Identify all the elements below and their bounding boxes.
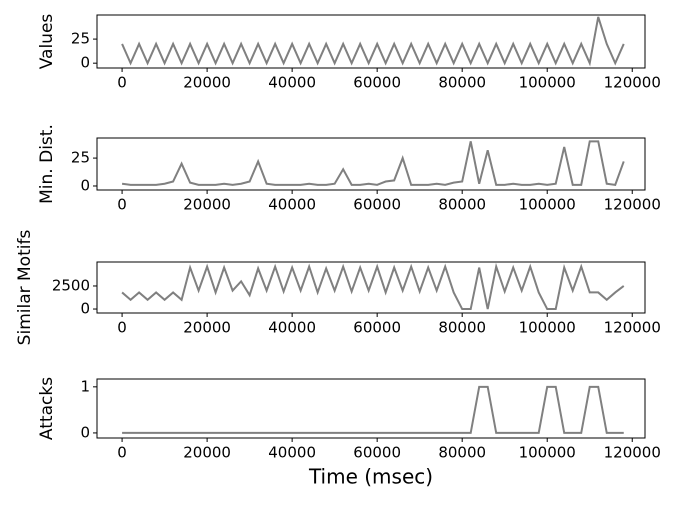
x-tick-label: 0 xyxy=(117,319,127,337)
x-tick-label: 100000 xyxy=(519,196,576,214)
x-tick-label: 80000 xyxy=(438,74,486,92)
data-line xyxy=(121,16,625,67)
x-tick-label: 80000 xyxy=(438,196,486,214)
y-axis-label: Values xyxy=(37,14,57,70)
x-tick-label: 120000 xyxy=(604,319,661,337)
x-tick-label: 120000 xyxy=(604,444,661,462)
y-tick-label: 0 xyxy=(80,300,90,318)
x-tick-label: 120000 xyxy=(604,74,661,92)
x-axis-label: Time (msec) xyxy=(308,465,433,489)
x-tick-label: 60000 xyxy=(353,74,401,92)
y-tick-label: 0 xyxy=(80,54,90,72)
x-tick-label: 0 xyxy=(117,444,127,462)
data-line xyxy=(122,385,624,434)
x-tick-label: 20000 xyxy=(183,74,231,92)
x-tick-label: 20000 xyxy=(183,196,231,214)
x-tick-label: 80000 xyxy=(438,444,486,462)
x-tick-label: 100000 xyxy=(519,74,576,92)
x-tick-label: 40000 xyxy=(268,319,316,337)
y-axis-label: Min. Dist. xyxy=(37,124,57,204)
x-tick-label: 100000 xyxy=(519,319,576,337)
x-tick-label: 0 xyxy=(117,74,127,92)
x-tick-label: 0 xyxy=(117,196,127,214)
x-tick-label: 40000 xyxy=(268,196,316,214)
x-tick-label: 20000 xyxy=(183,444,231,462)
y-tick-label: 1 xyxy=(80,377,90,395)
axes-frame xyxy=(96,378,646,439)
x-tick-label: 60000 xyxy=(353,319,401,337)
axes-frame xyxy=(96,137,646,191)
data-line xyxy=(121,140,625,186)
y-tick-label: 0 xyxy=(80,176,90,194)
y-tick-label: 0 xyxy=(80,423,90,441)
axes-frame xyxy=(96,261,646,314)
x-tick-label: 40000 xyxy=(268,74,316,92)
x-tick-label: 60000 xyxy=(353,444,401,462)
axes-frame xyxy=(96,14,646,69)
x-tick-label: 40000 xyxy=(268,444,316,462)
x-tick-label: 60000 xyxy=(353,196,401,214)
y-axis-label: Attacks xyxy=(37,377,57,440)
y-tick-label: 2500 xyxy=(52,276,90,294)
x-tick-label: 120000 xyxy=(604,196,661,214)
data-line xyxy=(121,262,625,311)
y-tick-label: 25 xyxy=(71,149,90,167)
x-tick-label: 20000 xyxy=(183,319,231,337)
y-axis-label: Similar Motifs xyxy=(15,230,35,346)
y-tick-label: 25 xyxy=(71,30,90,48)
x-tick-label: 80000 xyxy=(438,319,486,337)
x-tick-label: 100000 xyxy=(519,444,576,462)
